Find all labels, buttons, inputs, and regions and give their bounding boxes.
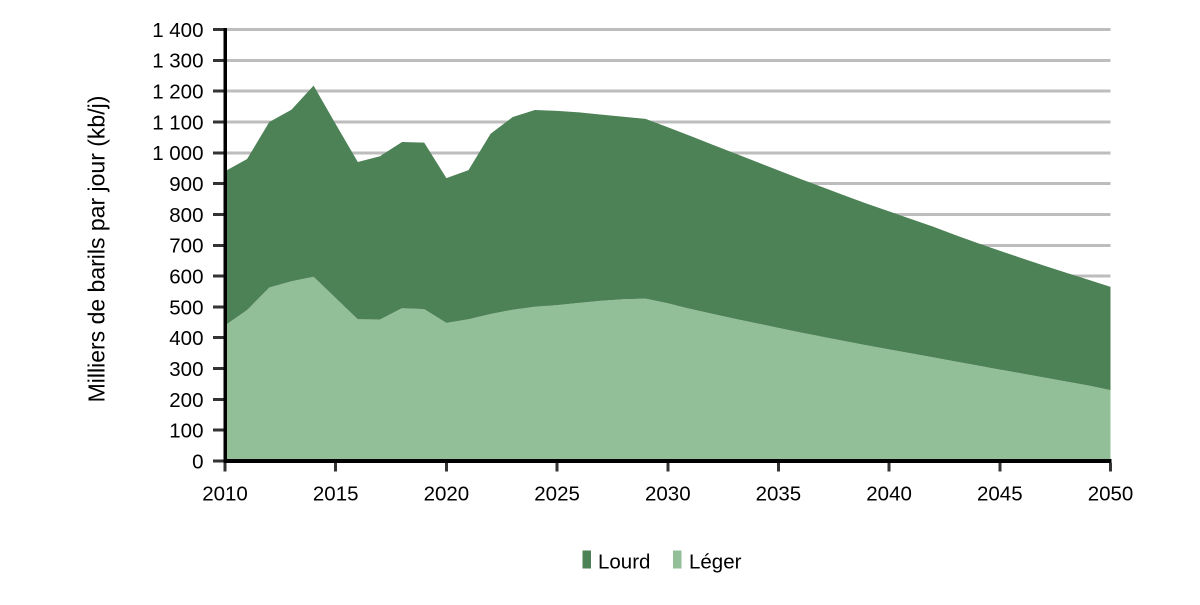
svg-text:2025: 2025 (534, 483, 580, 506)
svg-text:500: 500 (169, 296, 203, 319)
svg-text:2020: 2020 (424, 483, 470, 506)
svg-text:300: 300 (169, 358, 203, 381)
svg-text:1 200: 1 200 (152, 81, 203, 104)
svg-text:100: 100 (169, 420, 203, 443)
svg-text:400: 400 (169, 327, 203, 350)
svg-text:1 300: 1 300 (152, 50, 203, 73)
svg-text:900: 900 (169, 173, 203, 196)
svg-text:800: 800 (169, 204, 203, 227)
svg-text:2015: 2015 (313, 483, 359, 506)
svg-text:2040: 2040 (866, 483, 912, 506)
svg-text:0: 0 (192, 450, 203, 473)
svg-text:1 400: 1 400 (152, 19, 203, 42)
svg-text:700: 700 (169, 235, 203, 258)
svg-text:2035: 2035 (756, 483, 802, 506)
svg-text:Léger: Léger (689, 551, 742, 574)
svg-text:2010: 2010 (202, 483, 248, 506)
svg-text:200: 200 (169, 389, 203, 412)
svg-text:2050: 2050 (1088, 483, 1134, 506)
svg-text:1 100: 1 100 (152, 111, 203, 134)
svg-text:1 000: 1 000 (152, 142, 203, 165)
svg-text:Lourd: Lourd (598, 551, 650, 574)
svg-text:2030: 2030 (645, 483, 691, 506)
svg-text:Milliers de barils par jour (k: Milliers de barils par jour (kb/j) (84, 96, 110, 403)
svg-text:600: 600 (169, 266, 203, 289)
svg-text:2045: 2045 (977, 483, 1023, 506)
